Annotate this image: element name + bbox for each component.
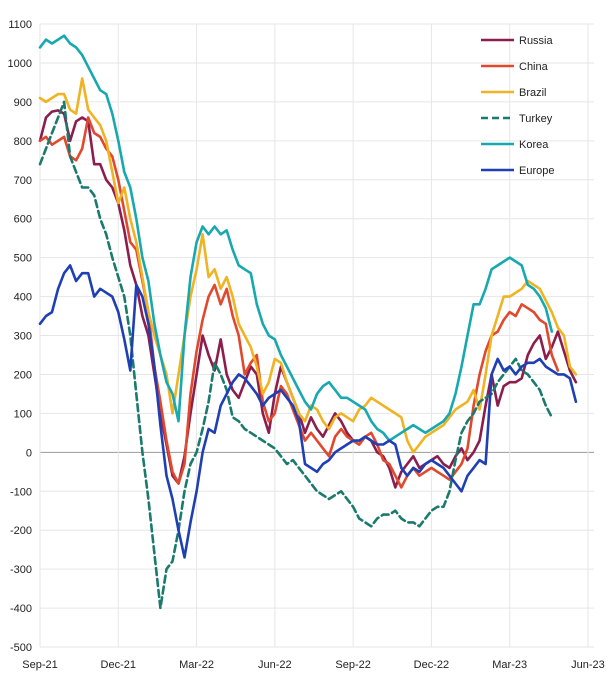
y-tick-label: 800 (14, 136, 32, 148)
legend-label-brazil: Brazil (519, 87, 547, 99)
y-tick-label: 1000 (8, 58, 32, 70)
y-axis-tick-labels: -500 -400 -300 -200 -100 0 100 200 300 400 500 600 7… (8, 19, 32, 654)
legend-label-europe: Europe (519, 165, 554, 177)
y-tick-label: 0 (26, 447, 32, 459)
y-tick-label: 1100 (8, 19, 32, 31)
gridlines (39, 23, 594, 648)
x-tick-label: Jun-22 (258, 659, 292, 671)
y-tick-label: 900 (14, 97, 32, 109)
y-tick-label: -400 (10, 603, 32, 615)
y-tick-label: -200 (10, 525, 32, 537)
x-axis-tick-labels: Sep-21 Dec-21 Mar-22 Jun-22 Sep-22 Dec-22 Mar-… (22, 659, 605, 671)
y-tick-label: 500 (14, 253, 32, 265)
x-tick-label: Sep-21 (22, 659, 57, 671)
y-tick-label: 400 (14, 292, 32, 304)
legend-label-turkey: Turkey (519, 113, 553, 125)
y-tick-label: -100 (10, 486, 32, 498)
y-tick-label: 100 (14, 408, 32, 420)
y-tick-label: -500 (10, 642, 32, 654)
legend: Russia China Brazil Turkey Korea Europe (481, 35, 554, 177)
x-tick-label: Dec-22 (414, 659, 449, 671)
y-tick-label: -300 (10, 564, 32, 576)
x-tick-label: Mar-23 (492, 659, 527, 671)
series-line-turkey (38, 100, 554, 610)
legend-label-china: China (519, 61, 549, 73)
series-line-russia (38, 109, 578, 489)
y-tick-label: 200 (14, 369, 32, 381)
series-line-brazil (38, 77, 578, 454)
x-tick-label: Dec-21 (101, 659, 136, 671)
series-line-europe (38, 264, 578, 559)
y-tick-label: 300 (14, 331, 32, 343)
series-line-korea (38, 34, 554, 442)
x-tick-label: Sep-22 (335, 659, 370, 671)
legend-label-russia: Russia (519, 35, 554, 47)
x-tick-label: Jun-23 (571, 659, 605, 671)
x-tick-label: Mar-22 (179, 659, 214, 671)
y-tick-label: 700 (14, 175, 32, 187)
y-tick-label: 600 (14, 214, 32, 226)
legend-label-korea: Korea (519, 139, 549, 151)
series-lines (38, 34, 578, 610)
